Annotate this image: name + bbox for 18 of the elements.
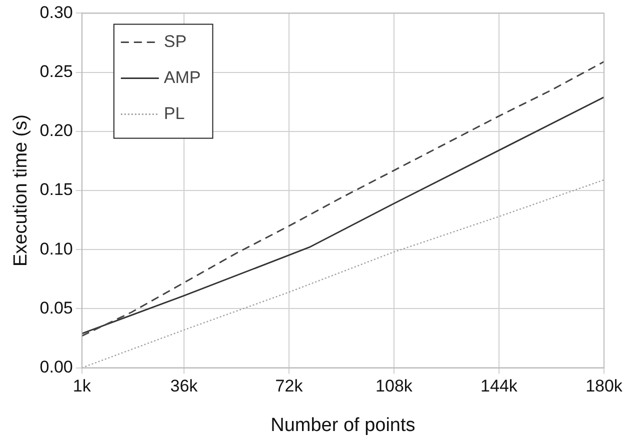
y-tick-label: 0.10 bbox=[40, 239, 73, 258]
y-tick-label: 0.25 bbox=[40, 62, 73, 81]
y-tick-label: 0.30 bbox=[40, 2, 73, 22]
x-tick-label: 144k bbox=[480, 376, 518, 396]
y-tick-label: 0.00 bbox=[40, 357, 73, 376]
legend-label: AMP bbox=[164, 68, 201, 87]
y-tick-label: 0.05 bbox=[40, 298, 73, 318]
x-axis-title: Number of points bbox=[270, 414, 416, 436]
legend-label: PL bbox=[164, 104, 185, 123]
y-tick-label: 0.20 bbox=[40, 121, 73, 140]
y-tick-label: 0.15 bbox=[40, 180, 73, 200]
x-tick-label: 180k bbox=[586, 376, 623, 396]
x-tick-label: 108k bbox=[376, 376, 413, 396]
x-tick-label: 1k bbox=[72, 376, 92, 396]
x-tick-label: 72k bbox=[275, 376, 304, 396]
legend-label: SP bbox=[164, 32, 187, 51]
y-axis-title: Execution time (s) bbox=[10, 114, 32, 267]
x-tick-label: 36k bbox=[170, 376, 198, 396]
